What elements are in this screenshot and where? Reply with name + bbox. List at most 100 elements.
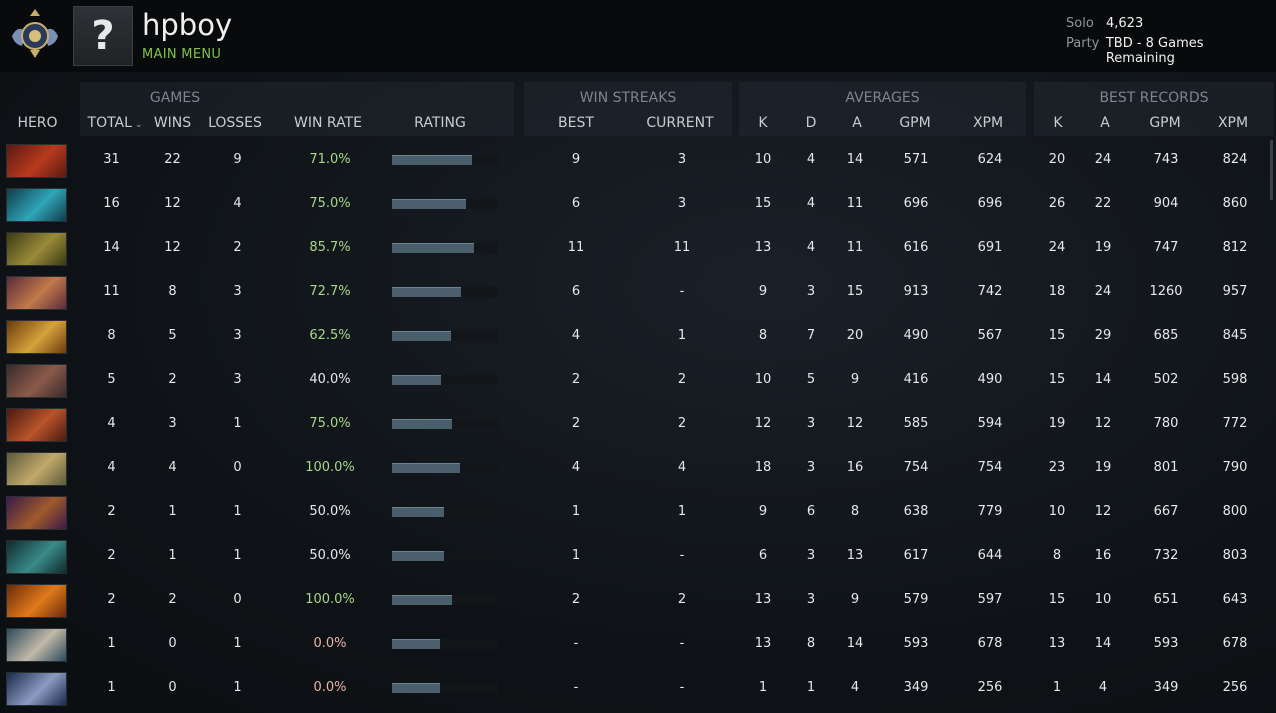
best-kills-cell: 15 bbox=[1048, 328, 1066, 343]
rating-bar-fill bbox=[392, 375, 441, 385]
avg-kills-cell: 6 bbox=[758, 548, 768, 563]
avg-xpm-cell: 742 bbox=[977, 284, 1003, 299]
best-gpm-cell: 732 bbox=[1153, 548, 1179, 563]
table-row[interactable]: 31 22 9 71.0% 9 3 10 4 14 571 624 20 24 743 824 bbox=[0, 138, 1276, 182]
hero-stats-table: 31 22 9 71.0% 9 3 10 4 14 571 624 20 24 743 824 16 12 4 75… bbox=[0, 138, 1276, 710]
wins-cell: 1 bbox=[168, 504, 177, 519]
hero-portrait[interactable] bbox=[6, 144, 67, 178]
current-streak-cell: 2 bbox=[677, 416, 687, 431]
best-gpm-cell: 1260 bbox=[1149, 284, 1183, 299]
hero-portrait[interactable] bbox=[6, 672, 67, 706]
win-rate-cell: 100.0% bbox=[305, 592, 355, 607]
avg-gpm-cell: 913 bbox=[903, 284, 929, 299]
avg-gpm-cell: 593 bbox=[903, 636, 929, 651]
column-header-best-kills[interactable]: K bbox=[1053, 115, 1063, 131]
avg-assists-cell: 12 bbox=[846, 416, 864, 431]
column-header-avg-xpm[interactable]: XPM bbox=[972, 115, 1004, 131]
best-streak-cell: 6 bbox=[571, 196, 581, 211]
table-row[interactable]: 11 8 3 72.7% 6 - 9 3 15 913 742 18 24 1260 957 bbox=[0, 270, 1276, 314]
losses-cell: 3 bbox=[233, 328, 242, 343]
total-cell: 8 bbox=[107, 328, 116, 343]
current-streak-cell: 2 bbox=[677, 372, 687, 387]
avg-deaths-cell: 3 bbox=[806, 416, 816, 431]
wins-cell: 0 bbox=[168, 680, 177, 695]
losses-cell: 4 bbox=[233, 196, 242, 211]
table-row[interactable]: 8 5 3 62.5% 4 1 8 7 20 490 567 15 29 685 845 bbox=[0, 314, 1276, 358]
current-streak-cell: - bbox=[679, 636, 685, 651]
column-header-best-gpm[interactable]: GPM bbox=[1149, 115, 1181, 131]
current-streak-cell: 1 bbox=[677, 328, 687, 343]
table-row[interactable]: 4 4 0 100.0% 4 4 18 3 16 754 754 23 19 801 790 bbox=[0, 446, 1276, 490]
column-header-current-streak[interactable]: CURRENT bbox=[646, 115, 714, 131]
column-header-losses[interactable]: LOSSES bbox=[208, 115, 262, 131]
losses-cell: 1 bbox=[233, 680, 242, 695]
column-header-best-streak[interactable]: BEST bbox=[558, 115, 594, 131]
table-row[interactable]: 2 1 1 50.0% 1 - 6 3 13 617 644 8 16 732 803 bbox=[0, 534, 1276, 578]
total-cell: 31 bbox=[103, 152, 120, 167]
hero-portrait[interactable] bbox=[6, 408, 67, 442]
win-streaks-group-panel bbox=[524, 82, 732, 136]
rating-bar bbox=[392, 507, 498, 517]
table-row[interactable]: 4 3 1 75.0% 2 2 12 3 12 585 594 19 12 780 772 bbox=[0, 402, 1276, 446]
best-kills-cell: 15 bbox=[1048, 592, 1066, 607]
table-row[interactable]: 16 12 4 75.0% 6 3 15 4 11 696 696 26 22 904 860 bbox=[0, 182, 1276, 226]
column-header-wins[interactable]: WINS bbox=[153, 115, 192, 131]
avg-xpm-cell: 594 bbox=[977, 416, 1003, 431]
table-row[interactable]: 1 0 1 0.0% - - 1 1 4 349 256 1 4 349 256 bbox=[0, 666, 1276, 710]
column-header-best-xpm[interactable]: XPM bbox=[1217, 115, 1249, 131]
solo-label: Solo bbox=[1066, 16, 1094, 31]
column-header-rating[interactable]: RATING bbox=[414, 115, 466, 131]
table-row[interactable]: 5 2 3 40.0% 2 2 10 5 9 416 490 15 14 502 598 bbox=[0, 358, 1276, 402]
hero-portrait[interactable] bbox=[6, 320, 67, 354]
total-cell: 14 bbox=[103, 240, 120, 255]
best-assists-cell: 19 bbox=[1094, 240, 1112, 255]
scrollbar[interactable] bbox=[1270, 140, 1273, 200]
table-row[interactable]: 2 1 1 50.0% 1 1 9 6 8 638 779 10 12 667 800 bbox=[0, 490, 1276, 534]
hero-portrait[interactable] bbox=[6, 628, 67, 662]
best-streak-cell: - bbox=[573, 636, 579, 651]
best-streak-cell: 9 bbox=[571, 152, 581, 167]
best-xpm-cell: 772 bbox=[1222, 416, 1248, 431]
column-header-best-assists[interactable]: A bbox=[1100, 115, 1110, 131]
win-rate-cell: 75.0% bbox=[309, 416, 351, 431]
table-row[interactable]: 14 12 2 85.7% 11 11 13 4 11 616 691 24 19 747 812 bbox=[0, 226, 1276, 270]
main-menu-link[interactable]: MAIN MENU bbox=[142, 47, 222, 62]
hero-portrait[interactable] bbox=[6, 584, 67, 618]
avg-gpm-cell: 416 bbox=[903, 372, 929, 387]
column-header-avg-deaths[interactable]: D bbox=[805, 115, 817, 131]
hero-portrait[interactable] bbox=[6, 452, 67, 486]
best-xpm-cell: 860 bbox=[1222, 196, 1248, 211]
rating-bar bbox=[392, 199, 498, 209]
hero-portrait[interactable] bbox=[6, 276, 67, 310]
avatar[interactable]: ? bbox=[73, 6, 133, 66]
best-gpm-cell: 651 bbox=[1153, 592, 1179, 607]
wins-cell: 2 bbox=[168, 592, 177, 607]
hero-portrait[interactable] bbox=[6, 232, 67, 266]
avg-gpm-cell: 585 bbox=[903, 416, 929, 431]
wins-cell: 22 bbox=[164, 152, 181, 167]
best-streak-cell: 6 bbox=[571, 284, 581, 299]
hero-portrait[interactable] bbox=[6, 540, 67, 574]
current-streak-cell: 3 bbox=[677, 152, 687, 167]
table-row[interactable]: 2 2 0 100.0% 2 2 13 3 9 579 597 15 10 651 643 bbox=[0, 578, 1276, 622]
best-assists-cell: 4 bbox=[1098, 680, 1108, 695]
avg-assists-cell: 11 bbox=[846, 240, 864, 255]
rating-bar bbox=[392, 551, 498, 561]
total-cell: 2 bbox=[107, 548, 116, 563]
hero-portrait[interactable] bbox=[6, 364, 67, 398]
best-streak-cell: 2 bbox=[571, 416, 581, 431]
avg-assists-cell: 11 bbox=[846, 196, 864, 211]
column-header-avg-assists[interactable]: A bbox=[852, 115, 862, 131]
table-row[interactable]: 1 0 1 0.0% - - 13 8 14 593 678 13 14 593 678 bbox=[0, 622, 1276, 666]
avg-deaths-cell: 7 bbox=[806, 328, 816, 343]
current-streak-cell: 2 bbox=[677, 592, 687, 607]
hero-portrait[interactable] bbox=[6, 188, 67, 222]
hero-portrait[interactable] bbox=[6, 496, 67, 530]
column-header-avg-kills[interactable]: K bbox=[758, 115, 768, 131]
losses-cell: 1 bbox=[233, 636, 242, 651]
avg-gpm-cell: 638 bbox=[903, 504, 929, 519]
column-header-total[interactable]: TOTAL ⌄ bbox=[84, 115, 146, 131]
column-header-win-rate[interactable]: WIN RATE bbox=[294, 115, 362, 131]
column-header-avg-gpm[interactable]: GPM bbox=[899, 115, 931, 131]
column-header-hero[interactable]: HERO bbox=[17, 115, 58, 131]
